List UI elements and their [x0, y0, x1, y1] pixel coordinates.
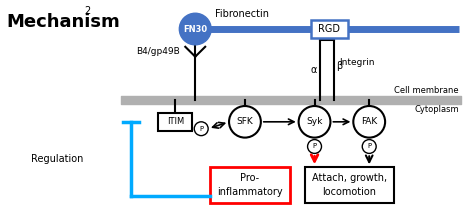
Circle shape	[194, 122, 208, 136]
Bar	[159, 113, 192, 131]
Circle shape	[308, 140, 321, 153]
Circle shape	[354, 106, 385, 138]
Circle shape	[362, 140, 376, 153]
Bar	[311, 20, 348, 38]
Text: 2: 2	[84, 6, 90, 16]
Text: FAK: FAK	[361, 117, 377, 126]
Text: Regulation: Regulation	[31, 154, 84, 164]
Text: Mechanism: Mechanism	[6, 13, 120, 31]
Text: Integrin: Integrin	[339, 58, 375, 67]
Circle shape	[299, 106, 330, 138]
Text: Attach, growth,
locomotion: Attach, growth, locomotion	[312, 173, 387, 197]
Text: SFK: SFK	[236, 117, 253, 126]
Bar	[304, 167, 394, 203]
Text: P: P	[367, 143, 371, 149]
Text: FN30: FN30	[183, 25, 207, 34]
Text: Pro-
inflammatory: Pro- inflammatory	[217, 173, 283, 197]
Text: RGD: RGD	[319, 24, 340, 34]
Text: ITIM: ITIM	[167, 117, 184, 126]
Text: P: P	[312, 143, 317, 149]
Text: P: P	[199, 126, 203, 132]
Text: Cytoplasm: Cytoplasm	[414, 105, 459, 114]
Bar	[210, 167, 290, 203]
Text: Cell membrane: Cell membrane	[394, 86, 459, 95]
Text: B4/gp49B: B4/gp49B	[136, 47, 180, 56]
Circle shape	[179, 13, 211, 45]
Text: α: α	[310, 65, 317, 75]
Text: Syk: Syk	[306, 117, 323, 126]
Text: β: β	[337, 61, 343, 71]
Circle shape	[229, 106, 261, 138]
Text: Fibronectin: Fibronectin	[215, 9, 269, 19]
